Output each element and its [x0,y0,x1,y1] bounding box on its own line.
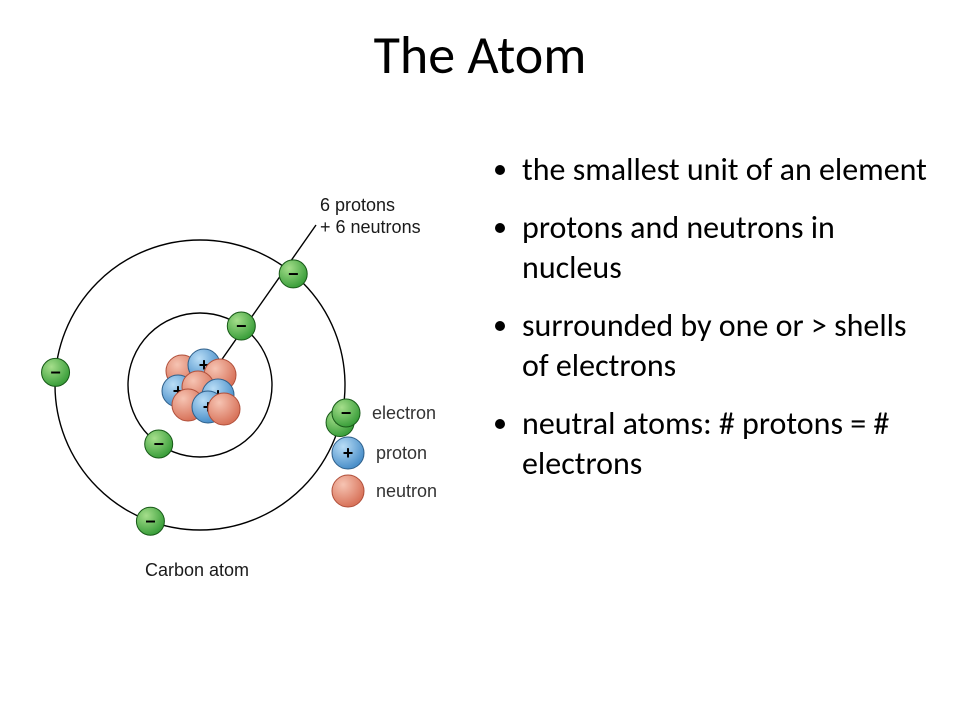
diagram-caption: Carbon atom [145,560,249,581]
atom-svg: ++++−−−−−− [30,175,460,615]
svg-text:−: − [236,316,247,336]
bullet-list: the smallest unit of an element protons … [490,150,930,502]
slide-title: The Atom [0,22,960,88]
neutron-icon [330,473,366,509]
bullet-item: the smallest unit of an element [522,150,930,190]
legend-item-neutron: neutron [330,473,437,509]
legend-item-electron: −electron [330,397,436,429]
svg-text:−: − [341,403,352,423]
legend-label: electron [372,403,436,424]
slide: The Atom ++++−−−−−− 6 protons + 6 neutro… [0,0,960,720]
proton-icon: + [330,435,366,471]
legend-label: proton [376,443,427,464]
bullet-item: protons and neutrons in nucleus [522,208,930,288]
svg-text:−: − [50,362,61,382]
legend-label: neutron [376,481,437,502]
legend-item-proton: + proton [330,435,427,471]
svg-text:−: − [145,511,156,531]
bullet-item: neutral atoms: # protons = # electrons [522,404,930,484]
svg-text:−: − [288,264,299,284]
atom-diagram: ++++−−−−−− 6 protons + 6 neutrons −elect… [30,175,460,615]
svg-text:−: − [153,434,164,454]
svg-text:+: + [343,443,354,463]
nucleus-label-line1: 6 protons [320,195,421,217]
nucleus-label: 6 protons + 6 neutrons [320,195,421,238]
nucleus-label-line2: + 6 neutrons [320,217,421,239]
bullet-item: surrounded by one or > shells of electro… [522,306,930,386]
electron-icon: − [330,397,362,429]
